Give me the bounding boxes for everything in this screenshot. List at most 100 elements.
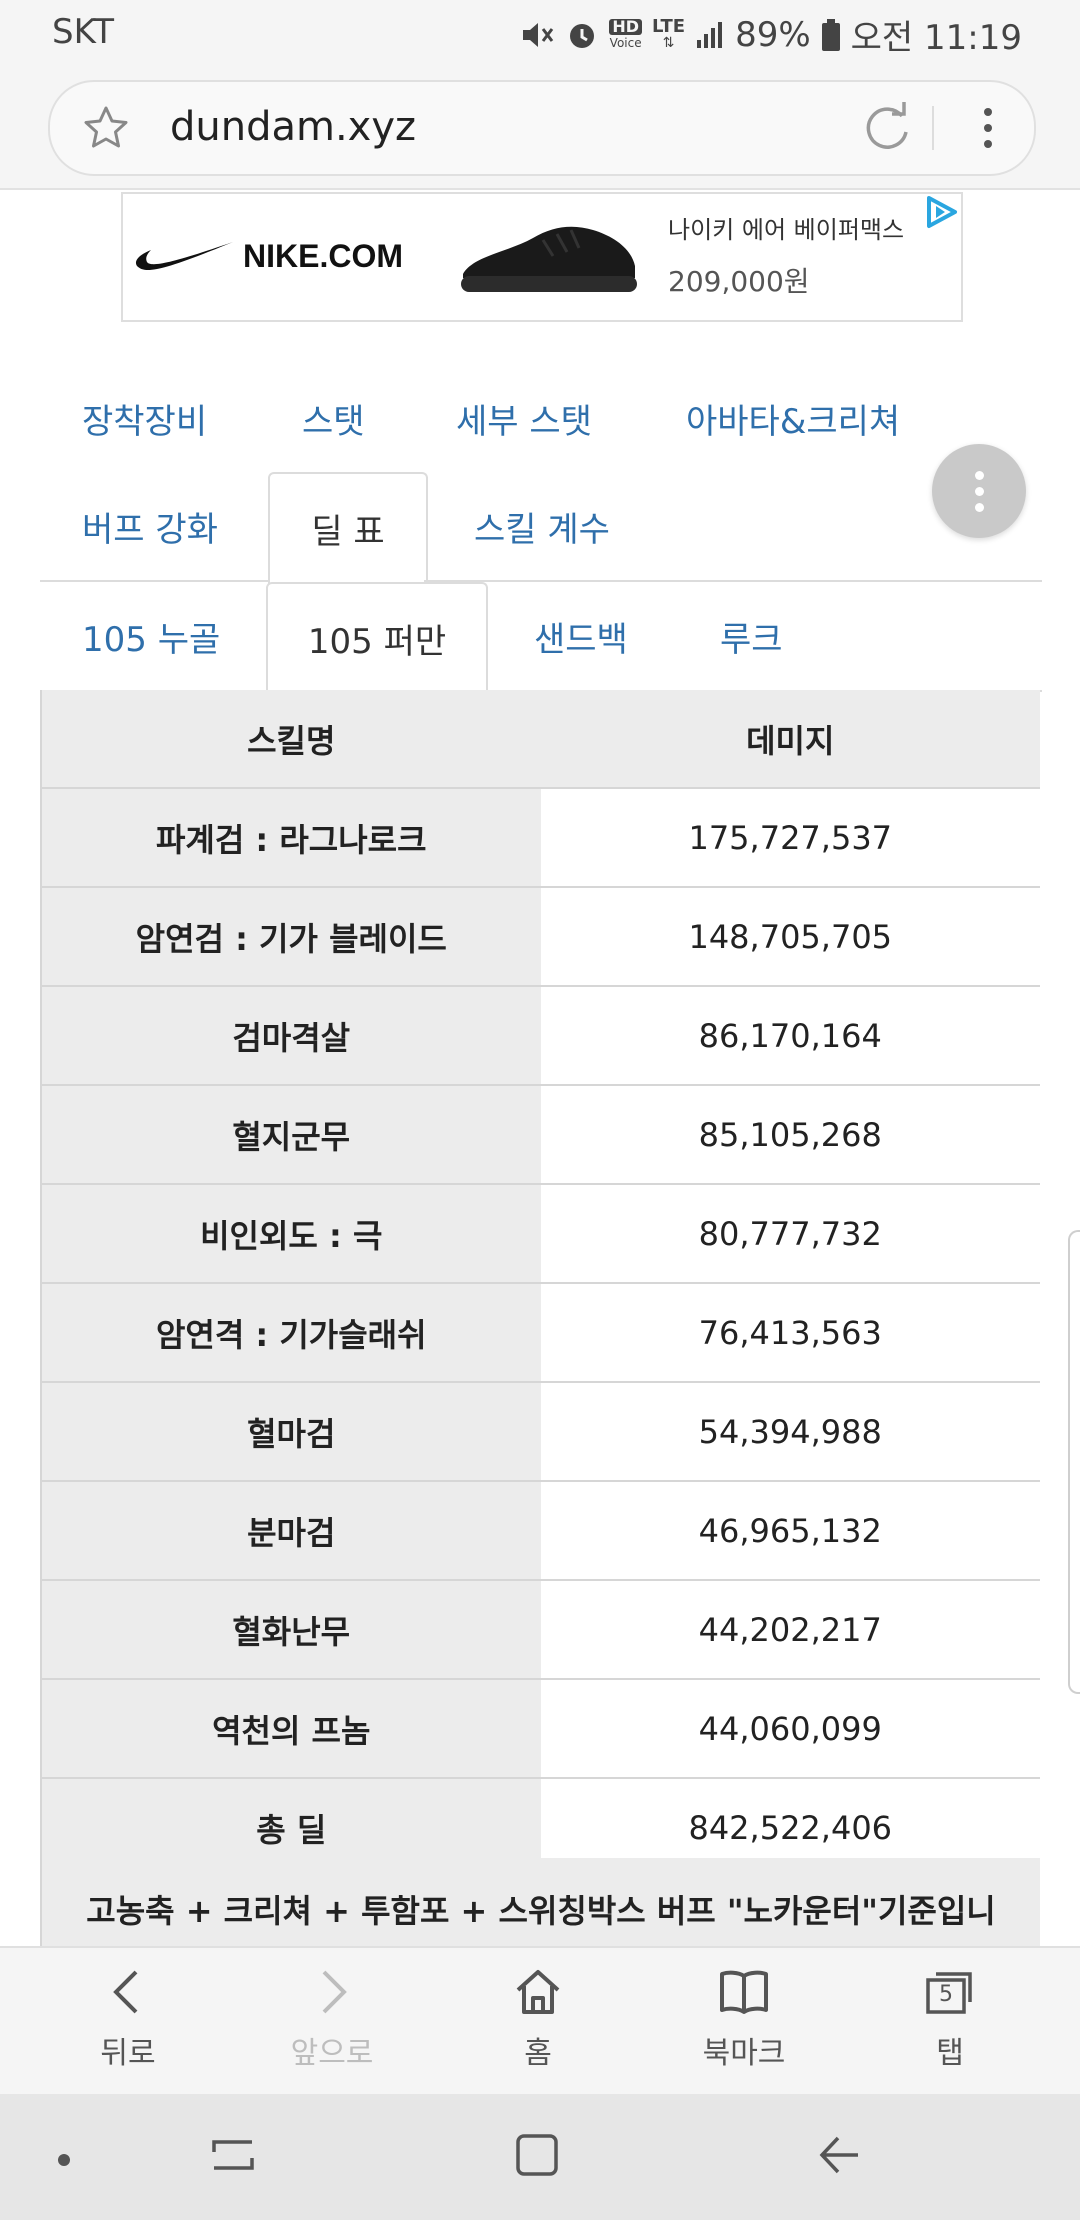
tab-count: 5 <box>939 1982 953 2007</box>
damage-value: 76,413,563 <box>540 1283 1040 1383</box>
table-row: 혈마검 54,394,988 <box>41 1382 1040 1482</box>
table-row: 혈화난무 44,202,217 <box>41 1580 1040 1680</box>
damage-value: 80,777,732 <box>540 1184 1040 1284</box>
bookmarks-book-icon <box>720 1970 768 2014</box>
tab-divider <box>424 580 1042 582</box>
subtab-105-perman[interactable]: 105 퍼만 <box>266 582 488 694</box>
tab-detailed-stats[interactable]: 세부 스탯 <box>456 402 592 442</box>
skill-name: 역천의 프놈 <box>41 1679 541 1779</box>
table-row: 비인외도 : 극 80,777,732 <box>41 1184 1040 1284</box>
tabs-button[interactable]: 5 탭 <box>875 1964 1025 2072</box>
header-damage: 데미지 <box>540 690 1040 789</box>
more-options-icon[interactable] <box>982 104 994 156</box>
forward-button[interactable]: 앞으로 <box>257 1964 407 2072</box>
subtab-sandbag[interactable]: 샌드백 <box>534 620 628 660</box>
skill-name: 암연검 : 기가 블레이드 <box>41 887 541 987</box>
table-row: 분마검 46,965,132 <box>41 1481 1040 1581</box>
voice-label: Voice <box>609 35 642 50</box>
status-bar: SKT HD Voice LTE ⇅ 89% 오전 11:19 <box>0 0 1080 64</box>
tab-equipment[interactable]: 장착장비 <box>82 402 208 442</box>
signal-icon <box>695 20 725 50</box>
damage-value: 44,202,217 <box>540 1580 1040 1680</box>
ad-product-name: 나이키 에어 베이퍼맥스 <box>668 216 905 244</box>
forward-arrow-icon <box>322 1970 347 2014</box>
damage-value: 86,170,164 <box>540 986 1040 1086</box>
floating-menu-button[interactable] <box>932 444 1026 538</box>
damage-value: 44,060,099 <box>540 1679 1040 1779</box>
skill-name: 비인외도 : 극 <box>41 1184 541 1284</box>
home-icon <box>516 1970 560 2014</box>
table-row: 파계검 : 라그나로크 175,727,537 <box>41 788 1040 888</box>
carrier-label: SKT <box>52 12 115 52</box>
header-skill-name: 스킬명 <box>41 690 541 789</box>
browser-toolbar: dundam.xyz <box>0 64 1080 190</box>
subtab-105-nugol[interactable]: 105 누골 <box>82 620 221 660</box>
skill-name: 암연격 : 기가슬래쉬 <box>41 1283 541 1383</box>
lte-icon: LTE ⇅ <box>651 15 686 51</box>
tab-buff-enhance[interactable]: 버프 강화 <box>82 510 218 550</box>
hd-label: HD <box>609 18 642 35</box>
bookmark-star-icon[interactable] <box>82 104 130 156</box>
tab-avatar-creature[interactable]: 아바타&크리쳐 <box>686 402 901 442</box>
bookmarks-button[interactable]: 북마크 <box>669 1964 819 2072</box>
skill-name: 혈화난무 <box>41 1580 541 1680</box>
tab-stats[interactable]: 스탯 <box>302 402 365 442</box>
tab-skill-coefficient[interactable]: 스킬 계수 <box>474 510 610 550</box>
bookmarks-label: 북마크 <box>702 2036 786 2071</box>
mute-icon <box>519 18 555 52</box>
home-label: 홈 <box>524 2036 552 2071</box>
home-button[interactable]: 홈 <box>463 1964 613 2072</box>
alarm-icon <box>565 18 599 52</box>
skill-name: 검마격살 <box>41 986 541 1086</box>
reload-icon[interactable] <box>862 102 914 158</box>
back-arrow-icon <box>113 1970 138 2014</box>
ad-price: 209,000원 <box>668 265 810 298</box>
back-button[interactable]: 뒤로 <box>53 1964 203 2072</box>
tabs-label: 탭 <box>936 2036 964 2071</box>
battery-percent: 89% <box>735 14 811 55</box>
ad-brand: NIKE.COM <box>243 238 403 274</box>
damage-value: 175,727,537 <box>540 788 1040 888</box>
address-bar[interactable]: dundam.xyz <box>48 80 1036 176</box>
skill-name: 파계검 : 라그나로크 <box>41 788 541 888</box>
forward-label: 앞으로 <box>290 2036 374 2071</box>
subtab-luke[interactable]: 루크 <box>720 620 783 660</box>
table-row: 역천의 프놈 44,060,099 <box>41 1679 1040 1779</box>
tabs-icon: 5 <box>922 1964 978 2020</box>
adchoices-icon[interactable] <box>921 194 961 234</box>
skill-name: 혈지군무 <box>41 1085 541 1185</box>
table-row: 암연검 : 기가 블레이드 148,705,705 <box>41 887 1040 987</box>
url-text[interactable]: dundam.xyz <box>170 104 417 150</box>
damage-table: 스킬명 데미지 파계검 : 라그나로크 175,727,537 암연검 : 기가 … <box>40 690 1040 1878</box>
tab-damage-table[interactable]: 딜 표 <box>268 472 428 584</box>
subtab-105-perman-label: 105 퍼만 <box>307 622 447 662</box>
url-bar-divider <box>932 106 934 150</box>
damage-value: 148,705,705 <box>540 887 1040 987</box>
scroll-handle[interactable] <box>1068 1230 1080 1694</box>
system-back-icon[interactable] <box>814 2130 864 2184</box>
sneaker-image <box>453 216 643 304</box>
table-header-row: 스킬명 데미지 <box>41 690 1040 789</box>
skill-name: 혈마검 <box>41 1382 541 1482</box>
back-label: 뒤로 <box>100 2036 156 2071</box>
clock: 오전 11:19 <box>850 18 1022 58</box>
browser-bottom-toolbar: 뒤로 앞으로 홈 북마크 5 탭 <box>0 1946 1080 2096</box>
battery-icon <box>821 18 841 52</box>
damage-value: 46,965,132 <box>540 1481 1040 1581</box>
damage-value: 85,105,268 <box>540 1085 1040 1185</box>
skill-name: 분마검 <box>41 1481 541 1581</box>
home-square-icon[interactable] <box>512 2130 562 2184</box>
tab-divider <box>40 580 268 582</box>
table-row: 혈지군무 85,105,268 <box>41 1085 1040 1185</box>
nike-ad-banner[interactable]: NIKE.COM 나이키 에어 베이퍼맥스 209,000원 <box>121 192 963 322</box>
nav-dot-icon[interactable] <box>56 2152 72 2172</box>
table-row: 검마격살 86,170,164 <box>41 986 1040 1086</box>
table-row: 암연격 : 기가슬래쉬 76,413,563 <box>41 1283 1040 1383</box>
hd-voice-icon: HD Voice <box>609 18 642 51</box>
recent-apps-icon[interactable] <box>208 2130 258 2184</box>
damage-value: 54,394,988 <box>540 1382 1040 1482</box>
network-label: LTE <box>651 15 686 37</box>
system-navigation-bar <box>0 2094 1080 2220</box>
tab-damage-table-label: 딜 표 <box>311 512 385 552</box>
nike-swoosh-icon <box>135 236 235 280</box>
